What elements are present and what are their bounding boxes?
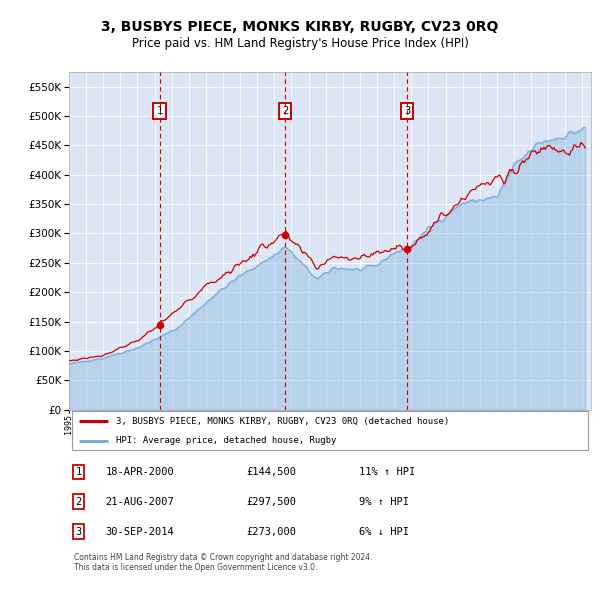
Text: 21-AUG-2007: 21-AUG-2007 xyxy=(106,497,174,507)
Text: £273,000: £273,000 xyxy=(247,526,296,536)
Text: 6% ↓ HPI: 6% ↓ HPI xyxy=(359,526,409,536)
Text: 3: 3 xyxy=(404,106,410,116)
Text: 30-SEP-2014: 30-SEP-2014 xyxy=(106,526,174,536)
Text: HPI: Average price, detached house, Rugby: HPI: Average price, detached house, Rugb… xyxy=(116,436,337,445)
Text: £297,500: £297,500 xyxy=(247,497,296,507)
Text: 3, BUSBYS PIECE, MONKS KIRBY, RUGBY, CV23 0RQ: 3, BUSBYS PIECE, MONKS KIRBY, RUGBY, CV2… xyxy=(101,19,499,34)
Text: 1: 1 xyxy=(157,106,163,116)
Text: 3, BUSBYS PIECE, MONKS KIRBY, RUGBY, CV23 0RQ (detached house): 3, BUSBYS PIECE, MONKS KIRBY, RUGBY, CV2… xyxy=(116,417,449,425)
Text: Contains HM Land Registry data © Crown copyright and database right 2024.
This d: Contains HM Land Registry data © Crown c… xyxy=(74,553,373,572)
Text: 2: 2 xyxy=(75,497,82,507)
Text: Price paid vs. HM Land Registry's House Price Index (HPI): Price paid vs. HM Land Registry's House … xyxy=(131,37,469,50)
Text: 11% ↑ HPI: 11% ↑ HPI xyxy=(359,467,415,477)
FancyBboxPatch shape xyxy=(71,411,589,450)
Text: £144,500: £144,500 xyxy=(247,467,296,477)
Text: 3: 3 xyxy=(75,526,82,536)
Text: 18-APR-2000: 18-APR-2000 xyxy=(106,467,174,477)
Text: 2: 2 xyxy=(282,106,289,116)
Text: 1: 1 xyxy=(75,467,82,477)
Text: 9% ↑ HPI: 9% ↑ HPI xyxy=(359,497,409,507)
